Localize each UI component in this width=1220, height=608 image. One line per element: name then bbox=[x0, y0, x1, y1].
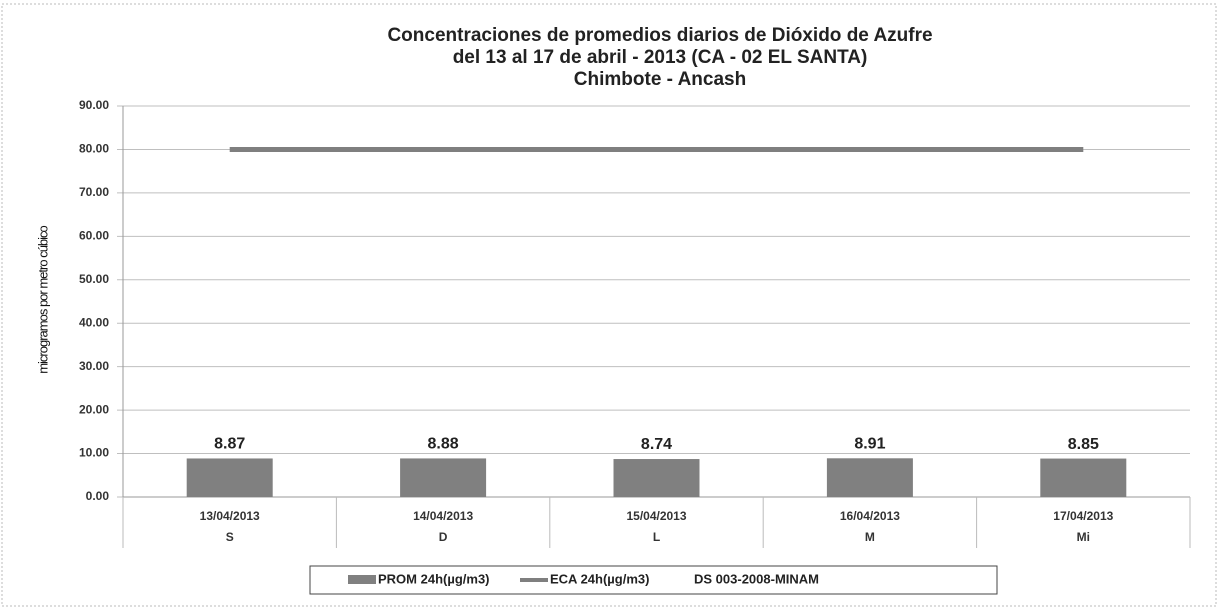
bar bbox=[186, 458, 273, 497]
bar bbox=[400, 458, 487, 497]
x-day-label: L bbox=[653, 530, 660, 544]
y-axis-label: microgramos por metro cúbico bbox=[35, 225, 50, 373]
x-day-label: S bbox=[226, 530, 234, 544]
x-day-label: D bbox=[439, 530, 448, 544]
x-day-label: M bbox=[865, 530, 875, 544]
chart-title: Concentraciones de promedios diarios de … bbox=[387, 25, 932, 46]
legend-swatch bbox=[348, 575, 376, 584]
y-tick-label: 90.00 bbox=[79, 98, 109, 112]
y-tick-label: 10.00 bbox=[79, 446, 109, 460]
x-tick-label: 14/04/2013 bbox=[413, 509, 473, 523]
value-label: 8.91 bbox=[854, 436, 885, 453]
frame bbox=[1, 3, 1217, 607]
legend-label: ECA 24h(µg/m3) bbox=[550, 571, 649, 586]
bar bbox=[826, 458, 913, 497]
bar bbox=[613, 459, 700, 497]
legend-label: PROM 24h(µg/m3) bbox=[378, 571, 490, 586]
y-tick-label: 20.00 bbox=[79, 402, 109, 416]
y-tick-label: 0.00 bbox=[86, 489, 110, 503]
y-tick-label: 40.00 bbox=[79, 315, 109, 329]
chart-title: del 13 al 17 de abril - 2013 (CA - 02 EL… bbox=[453, 47, 868, 68]
y-tick-label: 50.00 bbox=[79, 272, 109, 286]
x-tick-label: 17/04/2013 bbox=[1053, 509, 1113, 523]
x-day-label: Mi bbox=[1077, 530, 1090, 544]
x-tick-label: 16/04/2013 bbox=[840, 509, 900, 523]
legend-note: DS 003-2008-MINAM bbox=[694, 571, 819, 586]
value-label: 8.74 bbox=[641, 436, 672, 453]
x-tick-label: 13/04/2013 bbox=[200, 509, 260, 523]
y-tick-label: 80.00 bbox=[79, 142, 109, 156]
y-tick-label: 30.00 bbox=[79, 359, 109, 373]
y-tick-label: 60.00 bbox=[79, 229, 109, 243]
value-label: 8.85 bbox=[1068, 436, 1099, 453]
bar bbox=[1040, 458, 1127, 497]
legend bbox=[309, 565, 998, 595]
y-tick-label: 70.00 bbox=[79, 185, 109, 199]
value-label: 8.87 bbox=[214, 436, 245, 453]
value-label: 8.88 bbox=[428, 436, 459, 453]
chart-title: Chimbote - Ancash bbox=[574, 69, 746, 90]
x-tick-label: 15/04/2013 bbox=[626, 509, 686, 523]
